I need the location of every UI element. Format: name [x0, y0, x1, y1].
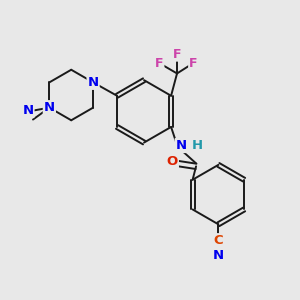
Text: N: N	[22, 104, 34, 117]
Text: C: C	[214, 234, 223, 247]
Text: N: N	[176, 139, 187, 152]
Text: O: O	[167, 155, 178, 168]
Text: N: N	[44, 101, 55, 114]
Text: F: F	[189, 57, 198, 70]
Text: N: N	[88, 76, 99, 89]
Text: F: F	[173, 48, 181, 61]
Text: H: H	[192, 139, 203, 152]
Text: N: N	[213, 249, 224, 262]
Text: F: F	[155, 57, 164, 70]
